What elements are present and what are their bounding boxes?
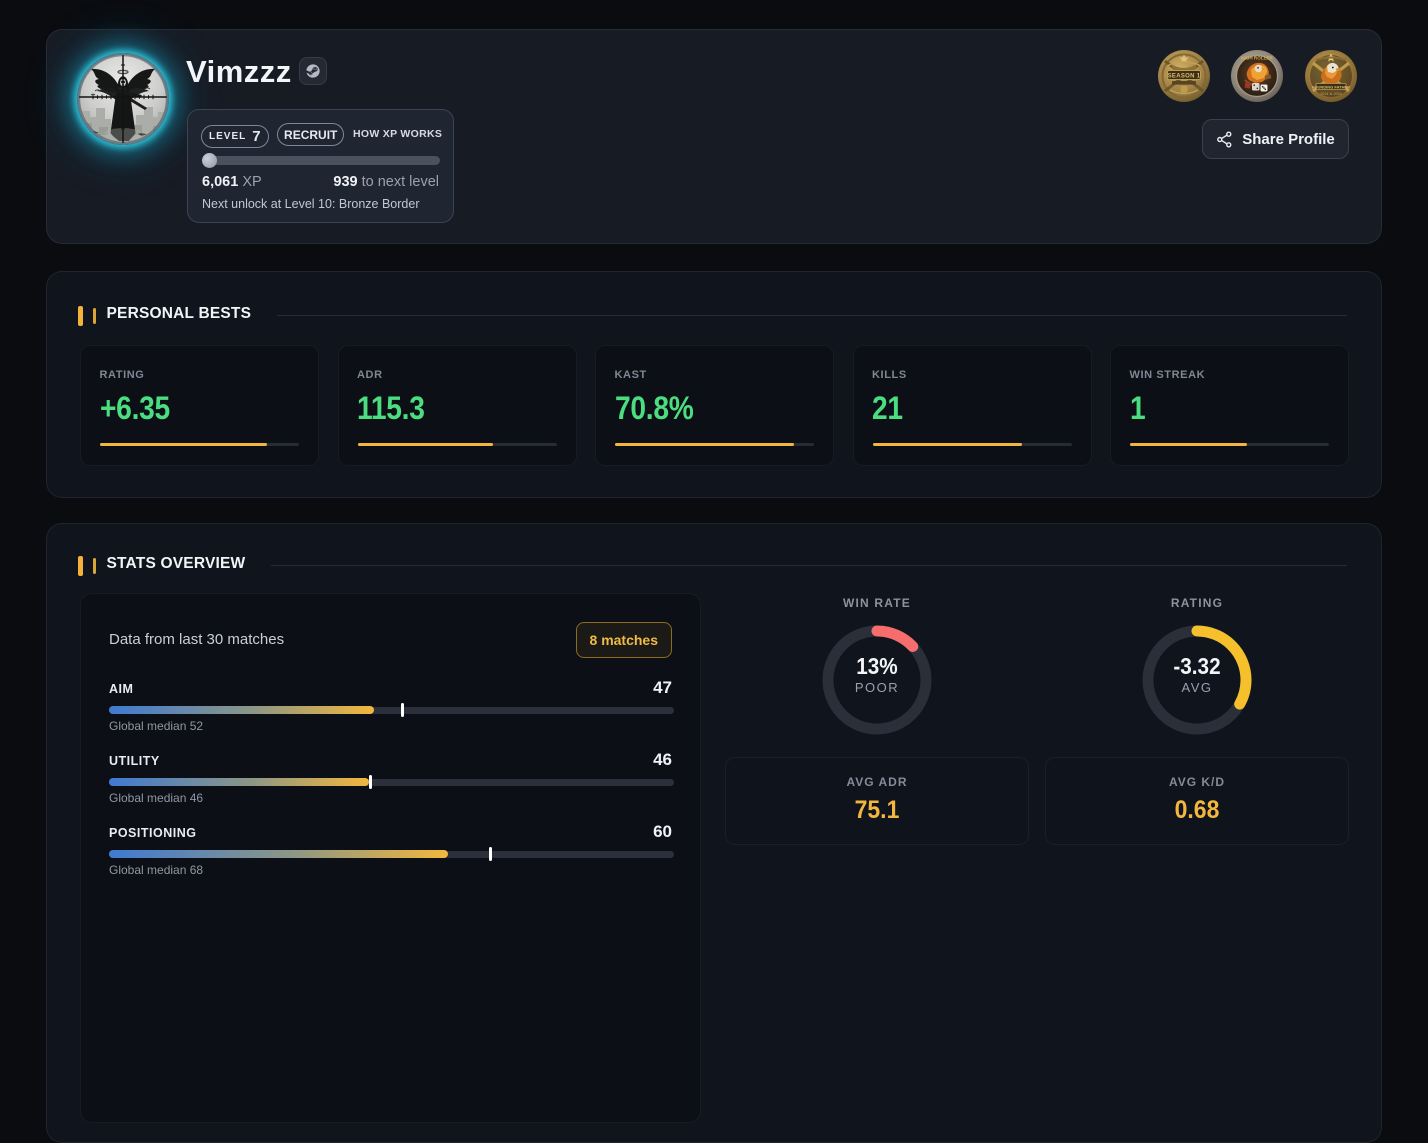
svg-text:HIGH ROLLER: HIGH ROLLER [1241,56,1273,61]
svg-text:2014 ★ 2024: 2014 ★ 2024 [1320,92,1341,96]
svg-text:FOUNDING FATHER: FOUNDING FATHER [1312,84,1350,89]
svg-text:SEASON 1: SEASON 1 [1168,74,1201,80]
